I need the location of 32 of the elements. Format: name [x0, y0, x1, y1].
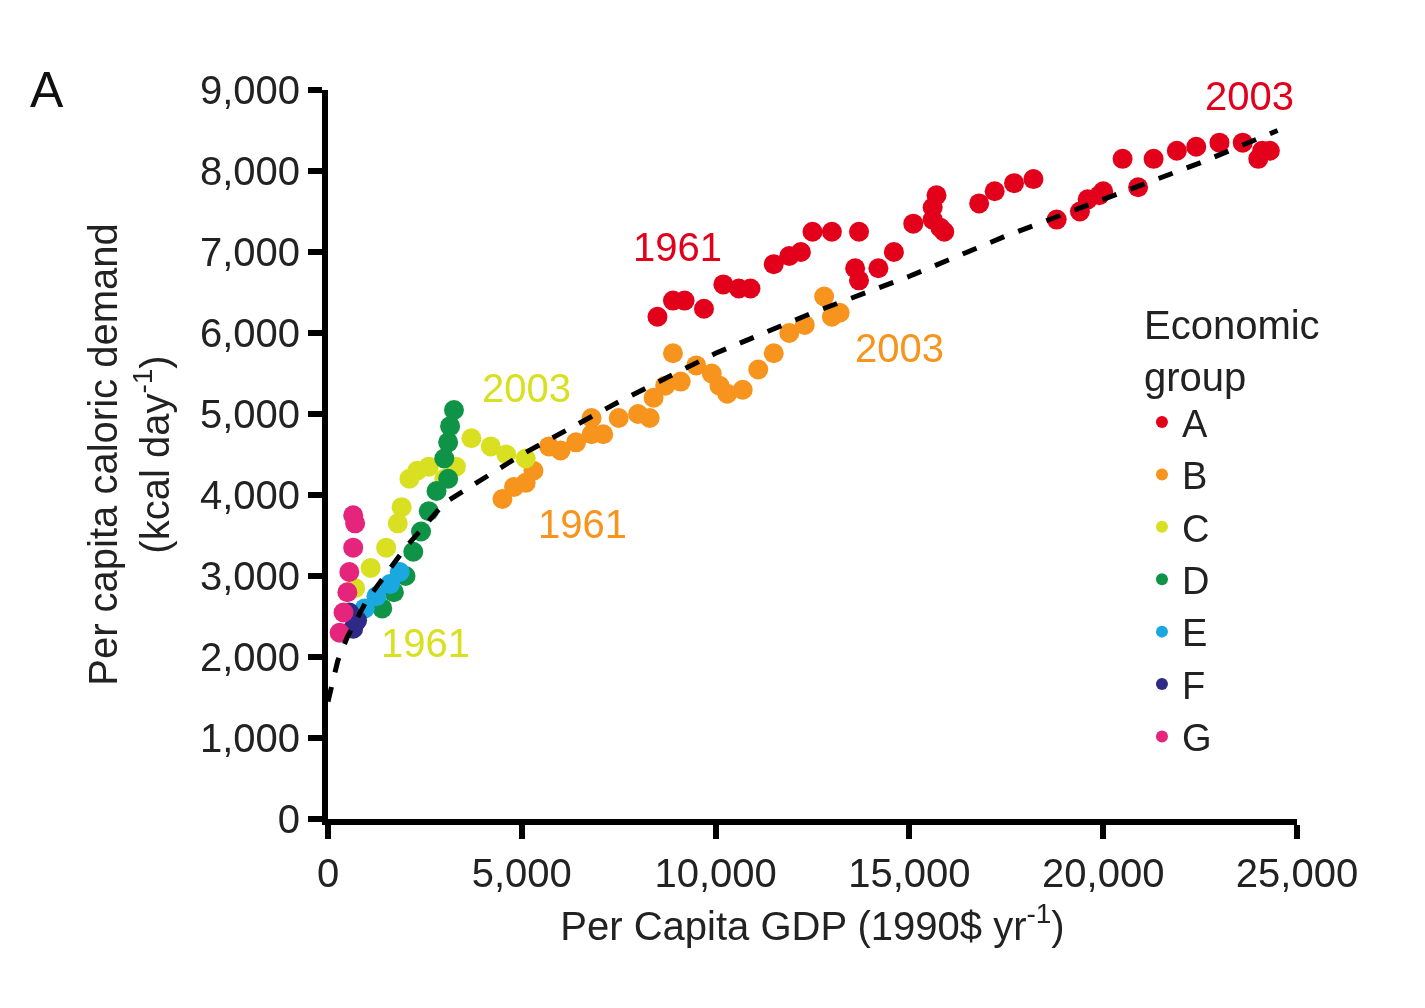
- annotation: 1961: [633, 225, 722, 269]
- legend-label: B: [1181, 455, 1208, 498]
- x-tick-label: 0: [316, 851, 340, 895]
- annotation: 2003: [1205, 74, 1294, 118]
- y-tick-label: 7,000: [199, 230, 300, 274]
- legend-label: F: [1181, 664, 1206, 707]
- text: A: [30, 62, 64, 118]
- y-tick-label: 2,000: [199, 635, 300, 679]
- legend-label: C: [1181, 507, 1210, 550]
- y-tick-label: 3,000: [199, 554, 300, 598]
- x-tick-label: 10,000: [654, 851, 777, 895]
- y-tick-label: 4,000: [199, 473, 300, 517]
- x-axis-title: Per Capita GDP (1990$ yr$^{-1}$): [560, 898, 1065, 948]
- annotation: 2003: [482, 366, 571, 410]
- x-tick-label: 15,000: [848, 851, 971, 895]
- legend-label: G: [1181, 717, 1212, 760]
- y-tick-label: 1,000: [199, 716, 300, 760]
- legend-title: Economic group: [1143, 302, 1320, 399]
- x-tick-label: 5,000: [471, 851, 572, 895]
- legend-label: D: [1181, 560, 1210, 603]
- annotation: 2003: [855, 326, 944, 370]
- annotation: 1961: [538, 502, 627, 546]
- x-tick-label: 25,000: [1235, 851, 1359, 895]
- legend-label: A: [1181, 402, 1208, 445]
- y-tick-label: 0: [277, 797, 300, 841]
- y-tick-label: 5,000: [199, 392, 300, 436]
- x-tick-label: 20,000: [1042, 851, 1165, 895]
- legend-label: E: [1181, 612, 1208, 655]
- y-tick-label: 9,000: [199, 68, 300, 112]
- annotation: 1961: [381, 621, 470, 665]
- y-tick-label: 8,000: [199, 149, 300, 193]
- y-tick-label: 6,000: [199, 311, 300, 355]
